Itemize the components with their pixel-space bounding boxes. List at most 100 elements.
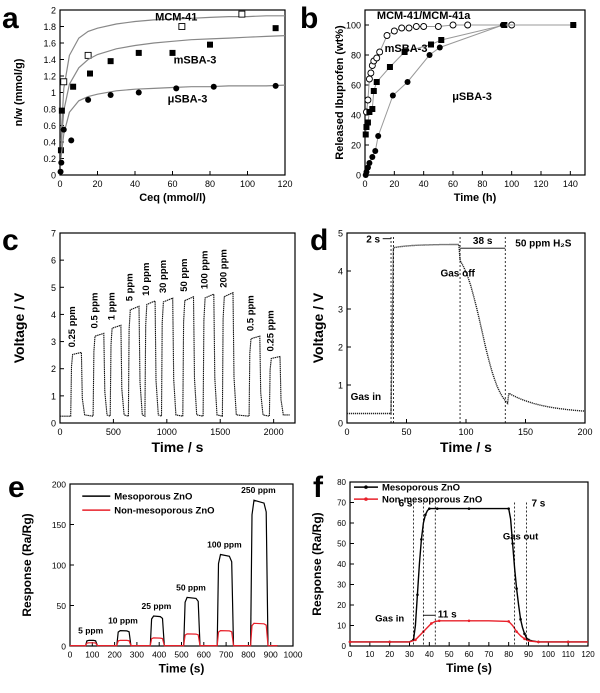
data-point [373,79,380,85]
data-point [389,92,396,99]
data-point [566,640,570,644]
y-tick-label: 0 [342,642,347,651]
data-point [365,75,373,83]
x-tick-label: 120 [533,179,548,189]
y-tick-label: 100 [52,560,66,570]
pulse-label: 10 ppm [141,263,152,296]
y-tick-label: 60 [351,81,361,91]
x-tick-label: 50 [401,427,411,437]
fit-curve [60,15,285,141]
x-tick-label: 150 [518,427,533,437]
pulse-label: 25 ppm [142,601,172,611]
x-tick-label: 900 [264,650,278,660]
pulse-label: 50 ppm [176,582,206,592]
data-point [467,507,471,510]
panel-label-b: b [300,2,318,35]
series-line [365,24,574,135]
data-point [135,89,142,96]
data-point [499,22,506,28]
annotation-red-response-time: 11 s [438,609,457,620]
x-tick-label: 80 [504,650,513,659]
y-axis-label: Voltage / V [11,292,27,363]
data-point [436,44,443,51]
data-point [383,32,391,39]
x-tick-label: 60 [448,179,458,189]
pulse-label: 0.25 ppm [67,306,78,347]
data-point [430,622,433,625]
data-point [169,49,176,56]
data-point [60,78,68,86]
x-tick-label: 140 [563,179,578,189]
data-point [372,148,379,154]
y-tick-label: 2 [51,6,56,16]
x-tick-label: 1500 [210,427,230,437]
x-tick-label: 60 [167,179,177,189]
x-tick-label: 40 [130,179,140,189]
legend-label: Non-mesoporous ZnO [114,506,214,517]
data-point [57,147,64,154]
data-point [405,24,413,32]
response-trace [70,622,278,647]
y-tick-label: 80 [337,478,346,487]
y-tick-label: 1.8 [43,22,56,32]
y-axis-label: Response (Ra/Rg) [20,513,34,616]
plot-frame-d [346,232,586,424]
panel-b: 0 20 40 60 80 100 120 140 0 20 40 60 80 100 Time (h) Re… [334,9,586,204]
y-tick-label: 40 [337,560,346,569]
x-tick-label: 0 [57,179,62,189]
data-point [369,106,376,112]
x-tick-label: 2000 [264,427,284,437]
pulse-label: 10 ppm [108,616,138,626]
x-tick-label: 100 [85,650,99,660]
data-point [515,630,518,633]
data-point [435,507,439,510]
data-point [370,88,377,94]
x-tick-label: 50 [445,650,454,659]
response-trace [70,499,278,647]
y-tick-label: 0 [51,171,56,181]
data-point [449,21,457,29]
data-point [507,620,510,623]
y-tick-label: 30 [337,581,346,590]
x-tick-label: 90 [524,650,533,659]
data-point [272,25,279,32]
x-tick-label: 1000 [157,427,177,437]
y-tick-label: 2 [51,364,56,374]
x-tick-label: 0 [362,179,367,189]
x-tick-label: 0 [68,650,73,660]
pulse-label: 0.5 ppm [89,293,100,329]
data-point [57,168,64,175]
data-point [272,82,279,89]
data-point [570,22,577,28]
data-point [373,54,381,62]
y-tick-label: 4 [51,310,56,320]
data-point [107,91,114,98]
plot-frame-b [364,9,586,176]
panel-d: 0 50 100 150 200 0 1 2 3 4 5 Time / s Voltage / V 2 s… [310,229,593,456]
data-point [107,58,114,65]
data-point [424,513,427,517]
y-tick-label: 1.2 [43,72,56,82]
panel-label-a: a [2,2,19,35]
y-tick-label: 1.6 [43,39,56,49]
legend-marker [364,485,368,489]
x-tick-label: 100 [458,427,473,437]
y-axis-label: Voltage / V [310,292,326,363]
y-tick-label: 0.2 [43,154,56,164]
y-tick-label: 100 [346,21,361,31]
x-tick-label: 500 [174,650,188,660]
data-point [412,23,420,30]
legend-label: Mesoporous ZnO [382,483,460,494]
annotation-recovery-time: 7 s [531,499,545,510]
data-point [348,640,352,644]
x-tick-label: 20 [389,179,399,189]
y-tick-label: 150 [52,520,66,530]
y-tick-label: 0.6 [43,121,56,131]
y-tick-label: 40 [351,111,361,121]
data-point [519,618,522,621]
panel-e: 0 100 200 300 400 500 600 700 800 900 1000 0 50 100 15… [20,479,303,675]
x-tick-label: 1000 [284,650,303,660]
pulse-label: 250 ppm [241,485,276,495]
